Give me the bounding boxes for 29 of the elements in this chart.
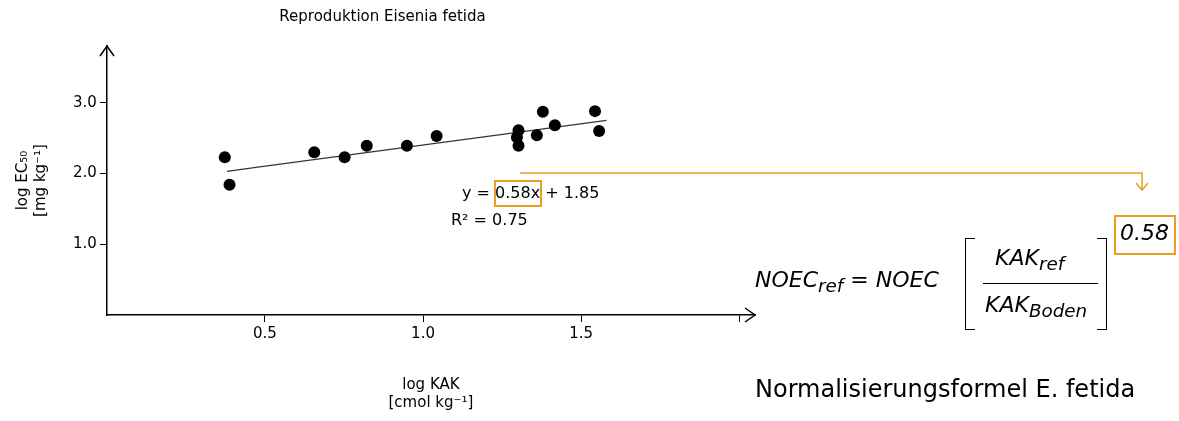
point [430, 129, 443, 142]
point [218, 151, 231, 164]
chart-title: Reproduktion Eisenia fetida [279, 6, 486, 25]
y-tick-label: 1.0 [73, 234, 97, 253]
point [548, 119, 561, 132]
x-axis-title: log KAK [cmol kg⁻¹] [388, 374, 474, 411]
point [338, 151, 351, 164]
point [530, 129, 543, 142]
y-tick-label: 3.0 [73, 92, 97, 111]
x-tick-label: 1.5 [569, 323, 594, 342]
point [400, 139, 413, 152]
point [223, 178, 236, 191]
point [512, 139, 525, 152]
point [360, 139, 373, 152]
y-axis-title: log EC₅₀ [mg kg⁻¹] [12, 144, 49, 217]
text: 0.58 [1120, 220, 1169, 247]
point [308, 146, 321, 159]
x-tick-label: 0.5 [253, 323, 277, 342]
point [589, 105, 602, 118]
annotation: NOEC$_{ref}$ = NOEC [755, 267, 939, 298]
annotation: y = 0.58x + 1.85 [462, 183, 600, 203]
point [593, 124, 606, 137]
point [536, 105, 549, 118]
text: KAK$_{Boden}$ [985, 292, 1088, 323]
annotation: R² = 0.75 [451, 210, 528, 230]
x-tick-label: 1.0 [411, 323, 435, 342]
text: KAK$_{ref}$ [995, 245, 1065, 276]
y-tick-label: 2.0 [73, 163, 97, 182]
text: Normalisierungsformel E. fetida [755, 375, 1136, 404]
